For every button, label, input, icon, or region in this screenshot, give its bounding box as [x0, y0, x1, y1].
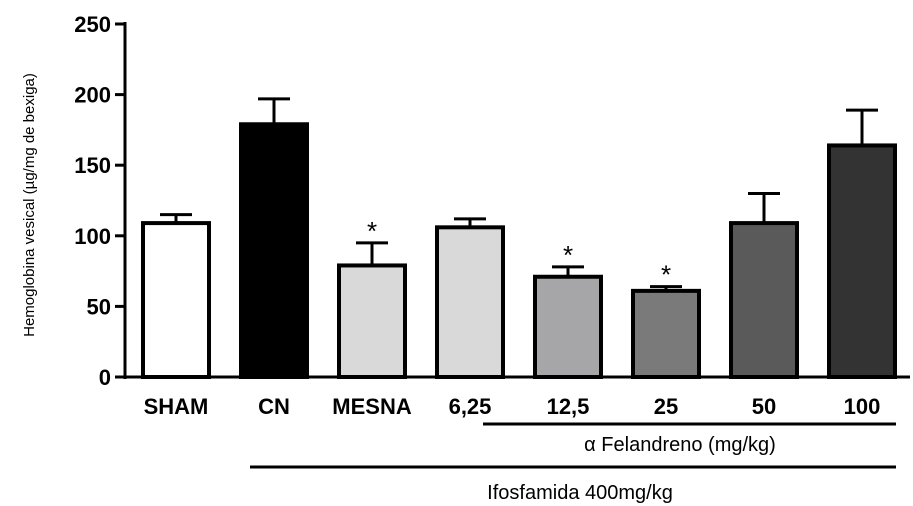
bars — [141, 97, 897, 380]
y-axis-label: Hemoglobina vesical (µg/mg de bexiga) — [21, 73, 38, 337]
bar — [827, 143, 897, 379]
bar — [729, 221, 799, 379]
x-tick-label: CN — [258, 394, 290, 419]
bar — [141, 221, 211, 379]
y-tick-label: 0 — [99, 365, 111, 390]
ifosfamida-group-label: Ifosfamida 400mg/kg — [487, 482, 673, 504]
x-tick-label: 6,25 — [449, 394, 492, 419]
x-tick-label: 50 — [752, 394, 776, 419]
y-tick-label: 50 — [87, 294, 111, 319]
bar — [337, 263, 407, 379]
y-tick-label: 100 — [74, 224, 111, 249]
bar — [631, 288, 701, 380]
significance-marker: * — [661, 260, 671, 290]
bar — [533, 274, 603, 379]
significance-marker: * — [563, 240, 573, 270]
y-tick-label: 150 — [74, 153, 111, 178]
x-tick-label: MESNA — [332, 394, 412, 419]
x-tick-label: 12,5 — [547, 394, 590, 419]
x-tick-label: 25 — [654, 394, 678, 419]
x-tick-label: SHAM — [144, 394, 209, 419]
bar — [435, 225, 505, 379]
labels: SHAM CN * MESNA 6,25 * 12,5 * 25 50 100 — [144, 216, 881, 419]
significance-marker: * — [367, 216, 377, 246]
bar — [239, 122, 309, 379]
y-tick-label: 250 — [74, 12, 111, 37]
y-tick-label: 200 — [74, 83, 111, 108]
felandreno-group-label: α Felandreno (mg/kg) — [584, 434, 776, 456]
x-tick-label: 100 — [844, 394, 881, 419]
